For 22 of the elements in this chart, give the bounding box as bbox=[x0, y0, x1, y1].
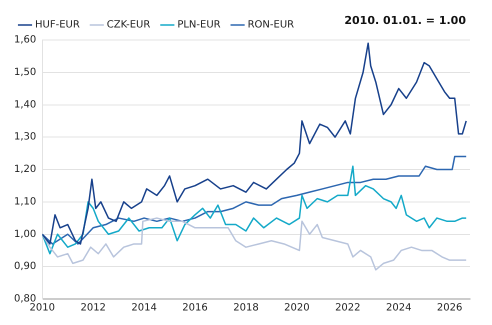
x-tick-label: 2012 bbox=[80, 302, 106, 314]
legend-label: RON-EUR bbox=[248, 20, 294, 31]
x-tick-label: 2014 bbox=[131, 302, 157, 314]
x-tick-label: 2022 bbox=[335, 302, 361, 314]
text: 2010. 01.01. = 1.00 bbox=[344, 14, 466, 27]
x-tick-label: 2024 bbox=[386, 302, 412, 314]
y-tick-label: 0,90 bbox=[14, 261, 36, 272]
x-tick-label: 2020 bbox=[284, 302, 310, 314]
legend-label: HUF-EUR bbox=[35, 20, 80, 31]
x-tick-label: 2026 bbox=[436, 302, 462, 314]
y-tick-label: 1,00 bbox=[14, 228, 36, 240]
legend-label: CZK-EUR bbox=[106, 20, 150, 31]
y-tick-label: 1,10 bbox=[14, 196, 36, 208]
x-tick-label: 2016 bbox=[182, 302, 208, 314]
y-tick-label: 1,30 bbox=[14, 132, 36, 143]
y-tick-label: 1,40 bbox=[14, 99, 36, 110]
x-tick-label: 2010 bbox=[30, 302, 55, 314]
legend-label: PLN-EUR bbox=[177, 20, 221, 31]
y-tick-label: 1,60 bbox=[14, 34, 36, 46]
y-tick-label: 1,20 bbox=[14, 164, 36, 176]
y-tick-label: 1,50 bbox=[14, 66, 36, 78]
x-tick-label: 2018 bbox=[233, 302, 259, 314]
